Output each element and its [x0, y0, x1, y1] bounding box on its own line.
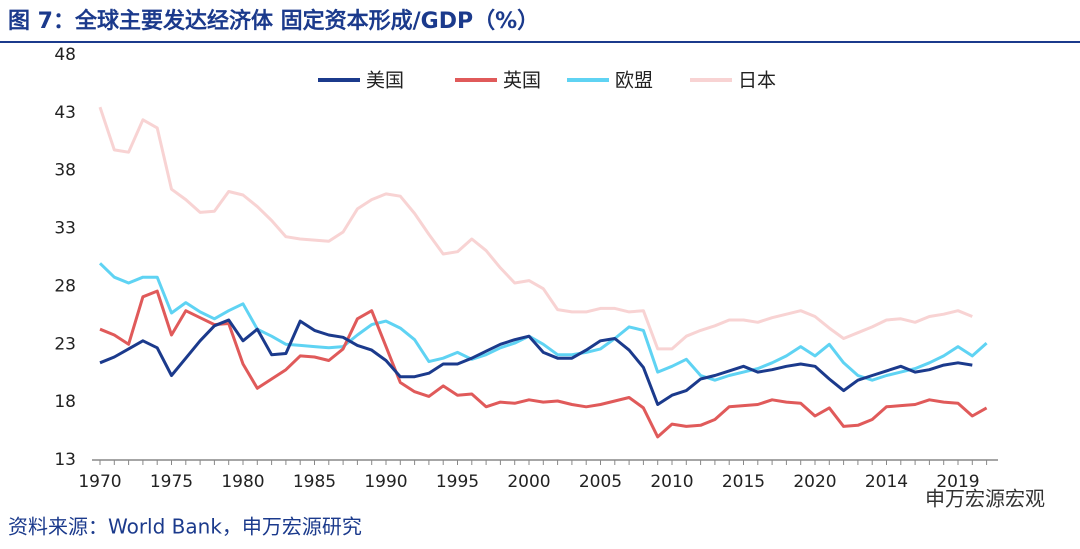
- series-line: [99, 318, 973, 406]
- x-tick-label: 2020: [793, 472, 836, 492]
- x-tick-label: 1990: [364, 472, 407, 492]
- legend-label: 日本: [738, 70, 776, 92]
- series-line: [99, 289, 988, 439]
- series-line: [98, 262, 988, 382]
- x-tick-label: 2005: [579, 472, 622, 492]
- x-tick-label: 2014: [865, 472, 908, 492]
- x-tick-label: 1970: [78, 472, 121, 492]
- legend-label: 美国: [366, 70, 404, 92]
- x-tick-label: 2010: [650, 472, 693, 492]
- chart-title: 图 7：全球主要发达经济体 固定资本形成/GDP（%）: [8, 8, 539, 34]
- y-tick-label: 38: [54, 161, 76, 181]
- x-tick-label: 1985: [293, 472, 336, 492]
- y-tick-label: 28: [54, 276, 76, 296]
- y-tick-label: 18: [54, 392, 76, 412]
- x-tick-label: 1975: [150, 472, 193, 492]
- source-note: 资料来源：World Bank，申万宏源研究: [8, 515, 362, 539]
- y-tick-label: 43: [54, 103, 76, 123]
- y-tick-label: 48: [54, 45, 76, 65]
- y-tick-label: 33: [54, 219, 76, 239]
- x-tick-label: 1980: [221, 472, 264, 492]
- series-line: [98, 106, 973, 351]
- x-tick-label: 2000: [507, 472, 550, 492]
- y-tick-label: 13: [54, 450, 76, 470]
- legend-label: 英国: [503, 70, 541, 92]
- x-tick-label: 2015: [722, 472, 765, 492]
- y-tick-label: 23: [54, 334, 76, 354]
- x-tick-label: 1995: [436, 472, 479, 492]
- legend-label: 欧盟: [615, 70, 653, 92]
- x-tick-label: 2019: [936, 472, 979, 492]
- watermark: 申万宏源宏观: [925, 487, 1045, 511]
